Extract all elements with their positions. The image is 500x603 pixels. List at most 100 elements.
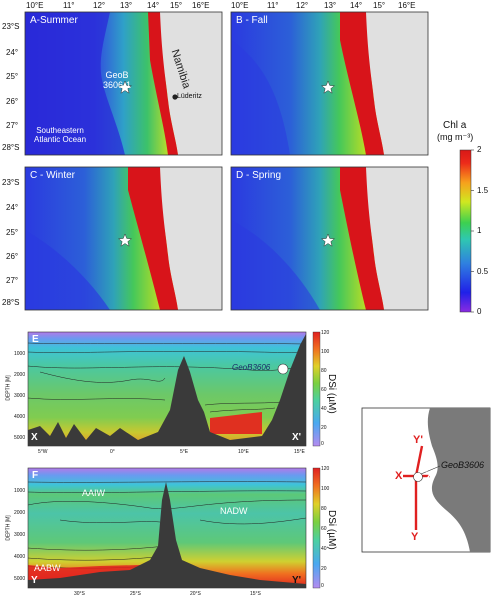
ytick: 2000 (14, 372, 26, 378)
ytick: 4000 (14, 414, 26, 420)
ytick: 5000 (14, 435, 26, 441)
tick: 27° (6, 276, 19, 285)
dsi-tick: 80 (321, 368, 327, 374)
dsi-tick: 0 (321, 583, 324, 589)
ytick: 4000 (14, 554, 26, 560)
chl-tick: 2 (477, 145, 482, 154)
site-star-a (117, 80, 133, 94)
chl-units: (mg m⁻³) (437, 132, 474, 142)
tick: 12° (93, 1, 106, 10)
tick: 11° (63, 1, 75, 10)
section-e-ylabel: DEPTH [M] (5, 375, 12, 401)
inset-x: X (395, 470, 403, 482)
ytick: 3000 (14, 532, 26, 538)
chl-tick: 0.5 (477, 267, 489, 276)
xtick: 0° (110, 449, 115, 455)
tick: 10°E (231, 1, 249, 10)
water-mass-aaiw: AAIW (82, 488, 106, 498)
dsi-colorbar-f (312, 467, 321, 589)
site-star-b (320, 80, 336, 94)
tick: 24° (6, 203, 19, 212)
site-label: GeoB 3606-1 (102, 70, 132, 90)
chl-tick: 1 (477, 226, 482, 235)
tick: 13° (120, 1, 133, 10)
dsi-tick: 60 (321, 526, 327, 532)
ytick: 5000 (14, 576, 26, 582)
chl-tick: 0 (477, 307, 482, 316)
map-panel-a (24, 11, 223, 156)
site-star-c (117, 233, 133, 247)
tick: 23°S (2, 22, 20, 31)
dsi-colorbar-e (312, 331, 321, 447)
site-star-d (320, 233, 336, 247)
tick: 16°E (398, 1, 416, 10)
xtick: 5°W (38, 449, 48, 455)
xtick: 25°S (130, 591, 141, 597)
ytick: 1000 (14, 488, 26, 494)
tick: 26° (6, 252, 19, 261)
tick: 16°E (192, 1, 210, 10)
tick: 28°S (2, 298, 20, 307)
tick: 26° (6, 97, 19, 106)
tick: 15° (373, 1, 386, 10)
section-e-label: E (32, 334, 39, 345)
tick: 11° (267, 1, 279, 10)
tick: 27° (6, 121, 19, 130)
inset-y: Y (411, 531, 419, 543)
section-e-station (277, 363, 289, 375)
section-e (27, 331, 307, 447)
section-f-x-end: Y' (292, 575, 302, 586)
dsi-tick: 40 (321, 406, 327, 412)
dsi-tick: 120 (321, 466, 330, 472)
dsi-tick: 20 (321, 425, 327, 431)
dsi-tick: 60 (321, 387, 327, 393)
dsi-tick: 100 (321, 486, 330, 492)
ocean-label: Southeastern Atlantic Ocean (34, 126, 87, 144)
panel-label-a: A-Summer (30, 15, 78, 26)
chl-tick: 1.5 (477, 186, 489, 195)
ytick: 2000 (14, 510, 26, 516)
dsi-tick: 20 (321, 566, 327, 572)
water-mass-nadw: NADW (220, 506, 248, 516)
tick: 14° (147, 1, 160, 10)
section-e-station-label: GeoB3606 (232, 363, 271, 372)
dsi-tick: 100 (321, 349, 330, 355)
dsi-tick: 80 (321, 506, 327, 512)
luderitz-label: Lüderitz (177, 93, 202, 100)
inset-y-prime: Y' (413, 434, 423, 446)
inset-station-label: GeoB3606 (441, 460, 485, 470)
tick: 24° (6, 48, 19, 57)
tick: 25° (6, 228, 19, 237)
section-f-x-start: Y (31, 575, 38, 586)
ytick: 3000 (14, 393, 26, 399)
tick: 13° (324, 1, 337, 10)
section-f-ylabel: DEPTH [M] (5, 515, 12, 541)
dsi-title-f: DSi (µM) (326, 510, 337, 550)
section-f-label: F (32, 470, 39, 481)
map-panel-b (230, 11, 429, 156)
tick: 14° (350, 1, 363, 10)
xtick: 15°E (294, 449, 305, 455)
xtick: 10°E (238, 449, 249, 455)
water-mass-aabw: AABW (34, 563, 61, 573)
dsi-tick: 120 (321, 330, 330, 336)
xtick: 15°S (250, 591, 261, 597)
xtick: 30°S (74, 591, 85, 597)
tick: 28°S (2, 143, 20, 152)
tick: 25° (6, 72, 19, 81)
section-f (27, 467, 307, 589)
tick: 15° (170, 1, 183, 10)
tick: 10°E (26, 1, 44, 10)
ytick: 1000 (14, 351, 26, 357)
panel-label-d: D - Spring (236, 170, 282, 181)
dsi-tick: 0 (321, 441, 324, 447)
section-e-x-end: X' (292, 432, 302, 443)
inset-x-prime: X' (426, 470, 436, 482)
xtick: 20°S (190, 591, 201, 597)
tick: 12° (296, 1, 309, 10)
section-e-x-start: X (31, 432, 38, 443)
inset-map (361, 407, 491, 553)
tick: 23°S (2, 178, 20, 187)
dsi-title-e: DSi (µM) (326, 374, 337, 414)
